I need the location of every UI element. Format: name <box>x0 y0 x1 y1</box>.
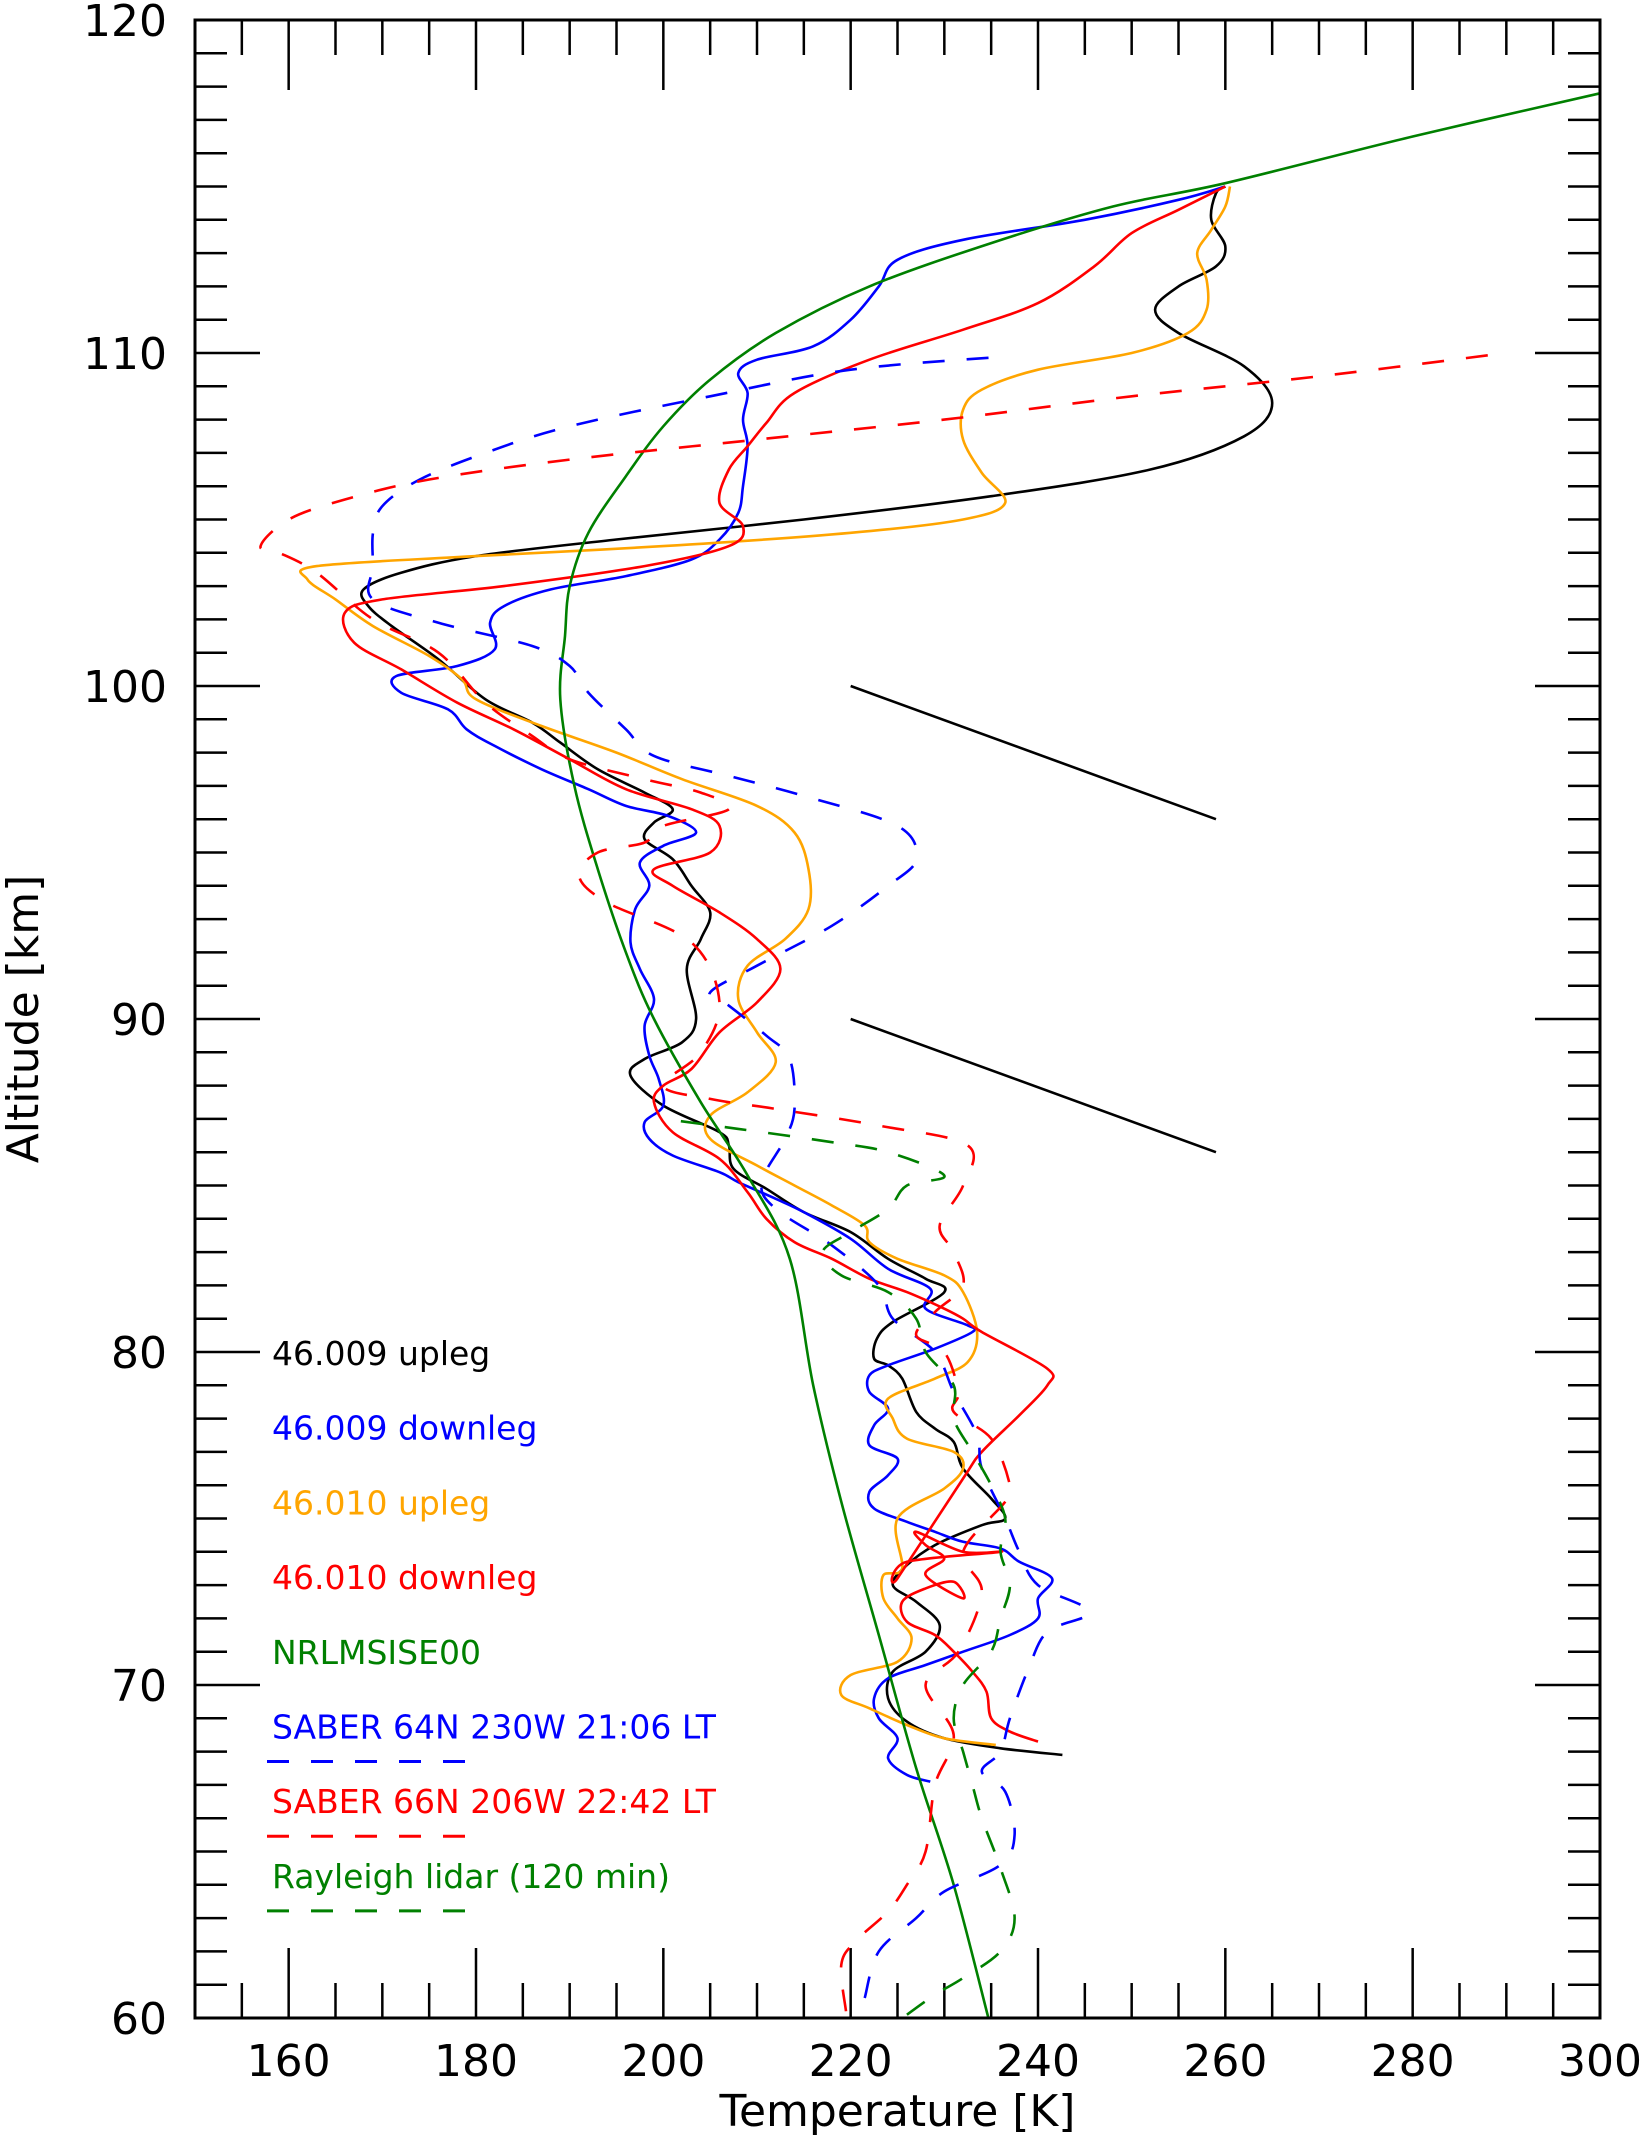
legend-label: 46.009 upleg <box>272 1334 490 1373</box>
legend-label: 46.009 downleg <box>272 1409 537 1448</box>
x-tick-label: 280 <box>1371 2036 1455 2087</box>
legend-label: NRLMSISE00 <box>272 1633 481 1672</box>
legend-label: 46.010 upleg <box>272 1483 490 1522</box>
y-tick-label: 100 <box>83 662 167 713</box>
y-tick-label: 80 <box>111 1328 167 1379</box>
x-tick-label: 240 <box>996 2036 1080 2087</box>
y-tick-label: 90 <box>111 995 167 1046</box>
series-layer <box>259 92 1601 2019</box>
y-tick-label: 60 <box>111 1994 167 2045</box>
legend-label: Rayleigh lidar (120 min) <box>272 1857 670 1896</box>
y-axis-title: Altitude [km] <box>0 875 49 1164</box>
x-tick-label: 180 <box>434 2036 518 2087</box>
series-line-saber-64n-230w-21-06-lt <box>366 355 1091 1999</box>
x-tick-label: 300 <box>1558 2036 1642 2087</box>
series-line-46-009-upleg <box>360 185 1274 1757</box>
y-tick-label: 120 <box>83 0 167 47</box>
legend: 46.009 upleg 46.009 downleg 46.010 upleg 46… <box>267 1334 717 1913</box>
plot-frame <box>193 18 1602 2020</box>
axis-ticks <box>193 18 1602 2020</box>
x-axis-title: Temperature [K] <box>719 2086 1076 2136</box>
series-line-46-010-downleg <box>341 185 1226 1743</box>
y-tick-label: 110 <box>83 329 167 380</box>
legend-label: SABER 64N 230W 21:06 LT <box>272 1708 717 1747</box>
x-tick-label: 260 <box>1183 2036 1267 2087</box>
tick-labels: 160 180 200 220 240 260 280 300 60 70 80 90 100 110 12… <box>83 0 1642 2087</box>
y-tick-label: 70 <box>111 1661 167 1712</box>
x-tick-label: 220 <box>809 2036 893 2087</box>
series-line-46-009-downleg <box>390 185 1226 1783</box>
x-tick-label: 160 <box>247 2036 331 2087</box>
slope-reference-line <box>850 684 1217 821</box>
slope-reference-line <box>850 1017 1217 1154</box>
series-line-rayleigh-lidar-120-min <box>663 1117 1016 2016</box>
series-line-nrlmsise00 <box>558 92 1601 2019</box>
legend-label: SABER 66N 206W 22:42 LT <box>272 1782 717 1821</box>
x-tick-label: 200 <box>621 2036 705 2087</box>
series-line-46-010-upleg <box>299 186 1232 1747</box>
legend-label: 46.010 downleg <box>272 1558 537 1597</box>
annotation-layer <box>850 684 1217 1154</box>
